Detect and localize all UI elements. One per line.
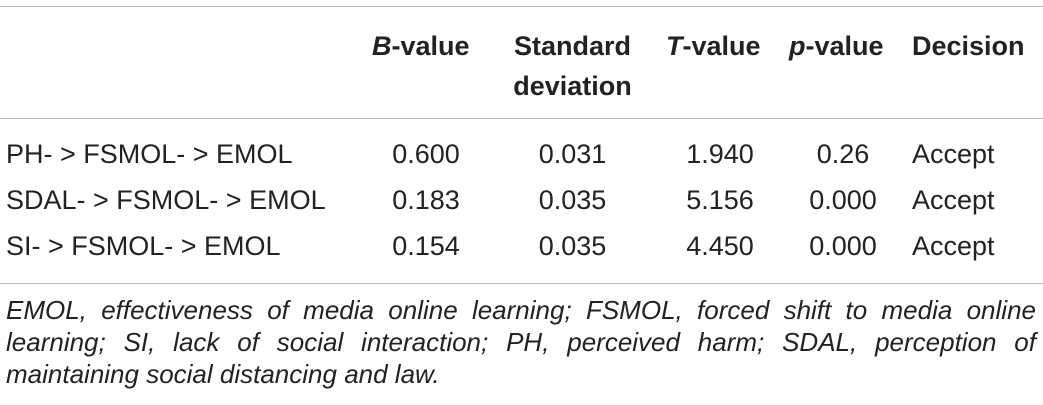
- sd-cell: 0.035: [538, 231, 607, 261]
- header-rule: [0, 118, 1043, 119]
- table-top-rule: [0, 6, 1043, 7]
- path-cell: PH- > FSMOL- > EMOL: [6, 139, 293, 169]
- path-cell: SDAL- > FSMOL- > EMOL: [6, 185, 326, 215]
- table-footnote: EMOL, effectiveness of media online lear…: [6, 295, 1036, 389]
- b-value-cell: 0.600: [392, 139, 460, 169]
- header-t-value: T-value: [666, 31, 761, 61]
- header-b-value: B-value: [372, 31, 470, 61]
- header-standard-deviation: Standard deviation: [513, 31, 632, 101]
- decision-cell: Accept: [912, 139, 995, 169]
- p-value-cell: 0.26: [816, 139, 870, 169]
- header-p-value: p-value: [789, 31, 884, 61]
- b-value-cell: 0.183: [392, 185, 460, 215]
- header-decision: Decision: [912, 31, 1025, 61]
- sd-cell: 0.031: [538, 139, 607, 169]
- p-value-cell: 0.000: [809, 231, 877, 261]
- p-value-cell: 0.000: [809, 185, 877, 215]
- t-value-cell: 1.940: [686, 139, 754, 169]
- sd-cell: 0.035: [538, 185, 607, 215]
- table-bottom-rule: [0, 283, 1043, 284]
- decision-cell: Accept: [912, 185, 995, 215]
- b-value-cell: 0.154: [392, 231, 460, 261]
- t-value-cell: 4.450: [686, 231, 754, 261]
- path-cell: SI- > FSMOL- > EMOL: [6, 231, 281, 261]
- decision-cell: Accept: [912, 231, 995, 261]
- t-value-cell: 5.156: [686, 185, 754, 215]
